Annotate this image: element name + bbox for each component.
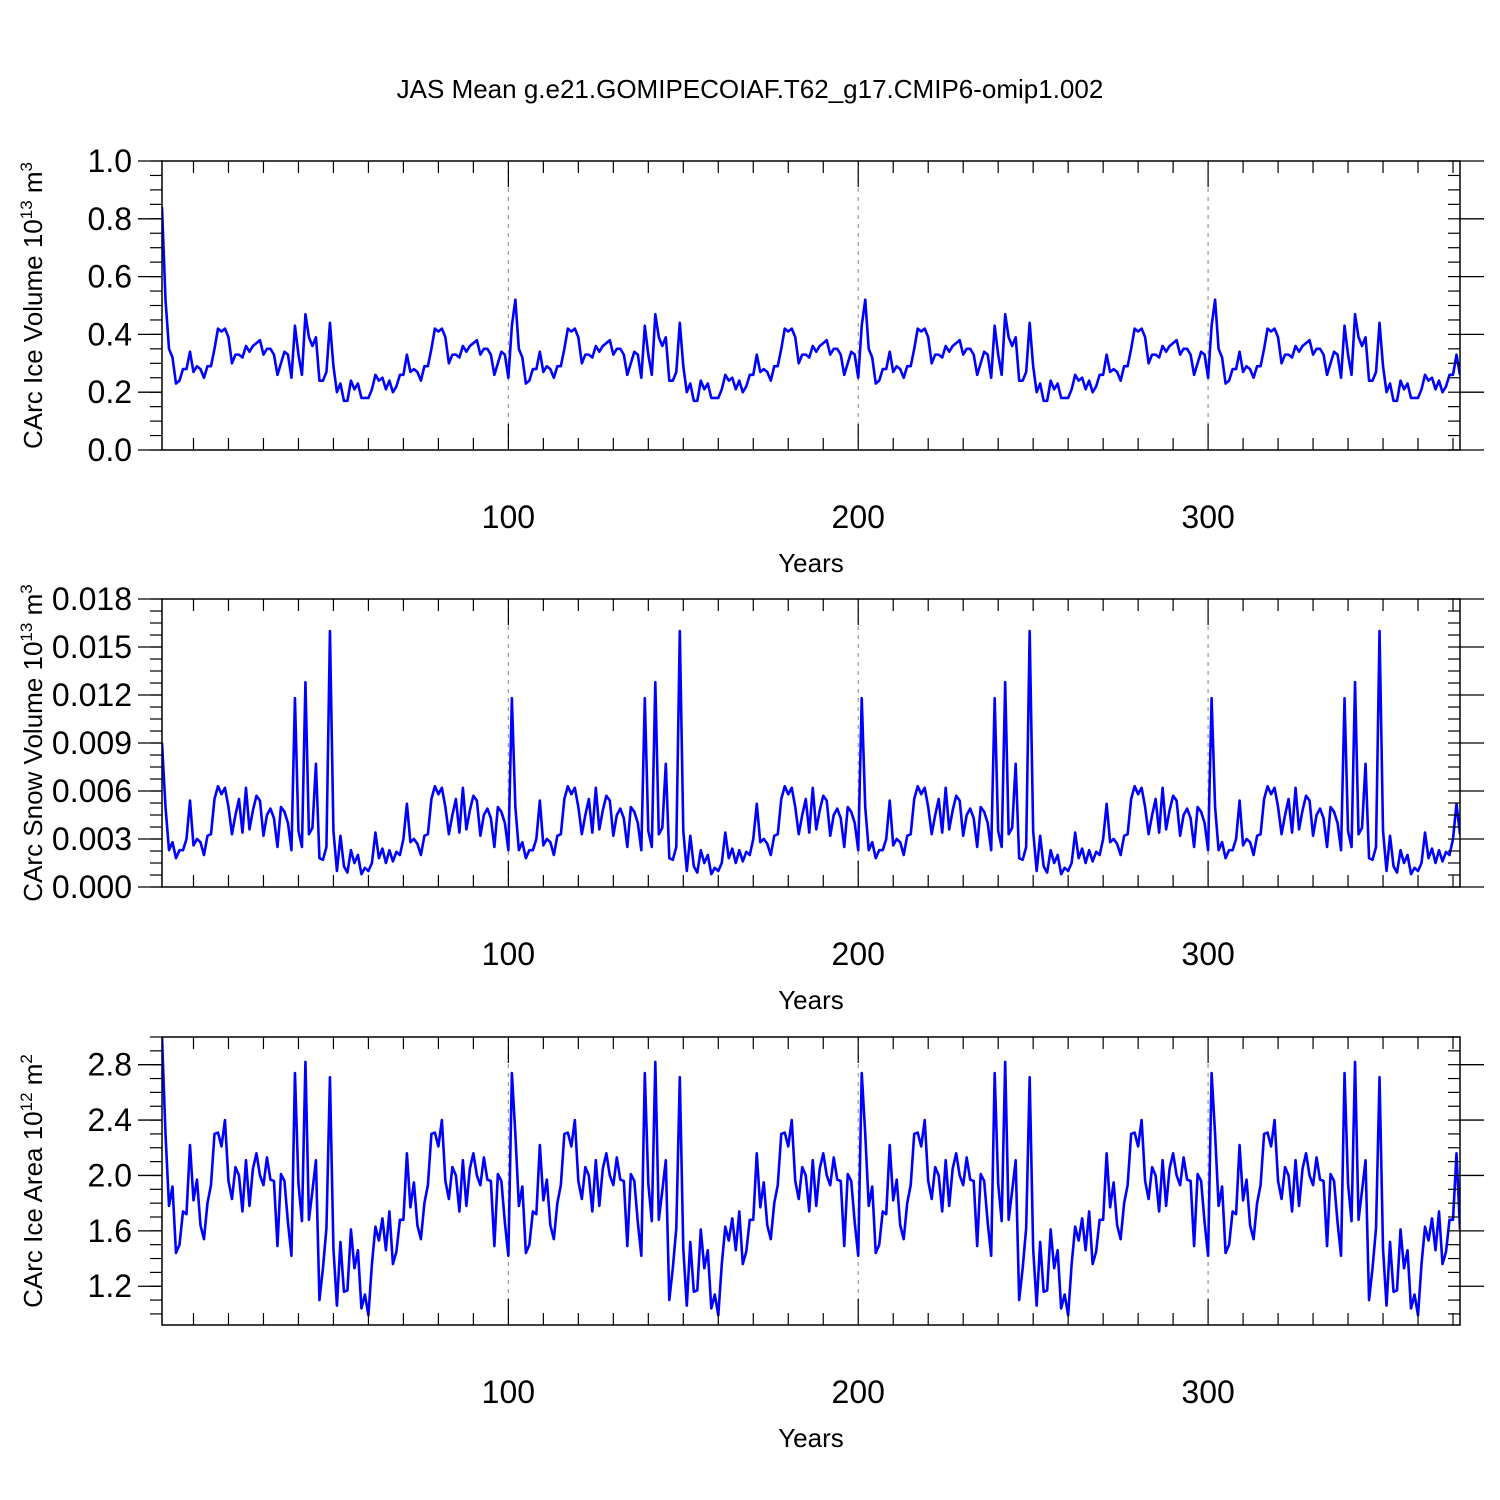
x-axis-title: Years xyxy=(778,548,844,578)
plot-frame xyxy=(161,598,1461,888)
series-line xyxy=(162,1037,1460,1317)
y-tick-label: 2.8 xyxy=(88,1047,132,1083)
y-tick-label: 1.6 xyxy=(88,1213,132,1249)
x-axis-title: Years xyxy=(778,985,844,1015)
x-tick-label: 300 xyxy=(1181,1374,1234,1410)
panel-2: 100 200 300 0.000 0.003 0.006 0.009 0.012 0.015 0… xyxy=(17,581,1484,1015)
y-tick-label: 0.006 xyxy=(52,773,132,809)
y-tick-label: 0.4 xyxy=(88,316,132,352)
x-axis-title: Years xyxy=(778,1423,844,1453)
x-tick-label: 100 xyxy=(482,936,535,972)
panels: 100 200 300 0.0 0.2 0.4 0.6 0.8 1.0 Years CArc Ice… xyxy=(17,143,1484,1453)
y-tick-label: 0.8 xyxy=(88,201,132,237)
y-axis-title: CArc Ice Volume 1013 m3 xyxy=(17,162,48,449)
y-tick-label: 0.6 xyxy=(88,259,132,295)
y-tick-label: 1.2 xyxy=(88,1268,132,1304)
figure-title: JAS Mean g.e21.GOMIPECOIAF.T62_g17.CMIP6… xyxy=(397,74,1104,104)
y-tick-label: 0.015 xyxy=(52,629,132,665)
y-axis-title: CArc Snow Volume 1013 m3 xyxy=(17,584,48,901)
y-tick-label: 0.2 xyxy=(88,374,132,410)
series-line xyxy=(162,207,1460,403)
x-tick-label: 200 xyxy=(832,1374,885,1410)
y-tick-label: 0.0 xyxy=(88,432,132,468)
y-tick-label: 2.0 xyxy=(88,1157,132,1193)
panel-1: 100 200 300 0.0 0.2 0.4 0.6 0.8 1.0 Years CArc Ice… xyxy=(17,143,1484,578)
y-tick-label: 1.0 xyxy=(88,143,132,179)
x-tick-label: 200 xyxy=(832,936,885,972)
y-tick-label: 0.003 xyxy=(52,821,132,857)
y-tick-label: 0.012 xyxy=(52,677,132,713)
plot-frame xyxy=(161,160,1461,451)
y-tick-label: 2.4 xyxy=(88,1102,132,1138)
x-tick-label: 100 xyxy=(482,1374,535,1410)
y-tick-label: 0.018 xyxy=(52,581,132,617)
panel-3: 100 200 300 1.2 1.6 2.0 2.4 2.8 Years CArc Ice Ar… xyxy=(17,1036,1484,1453)
y-tick-label: 0.000 xyxy=(52,869,132,905)
y-tick-label: 0.009 xyxy=(52,725,132,761)
x-tick-label: 100 xyxy=(482,499,535,535)
x-tick-label: 200 xyxy=(832,499,885,535)
x-tick-label: 300 xyxy=(1181,499,1234,535)
plot-frame xyxy=(161,1036,1461,1326)
x-tick-label: 300 xyxy=(1181,936,1234,972)
series-line xyxy=(162,629,1460,876)
y-axis-title: CArc Ice Area 1012 m2 xyxy=(17,1054,48,1308)
